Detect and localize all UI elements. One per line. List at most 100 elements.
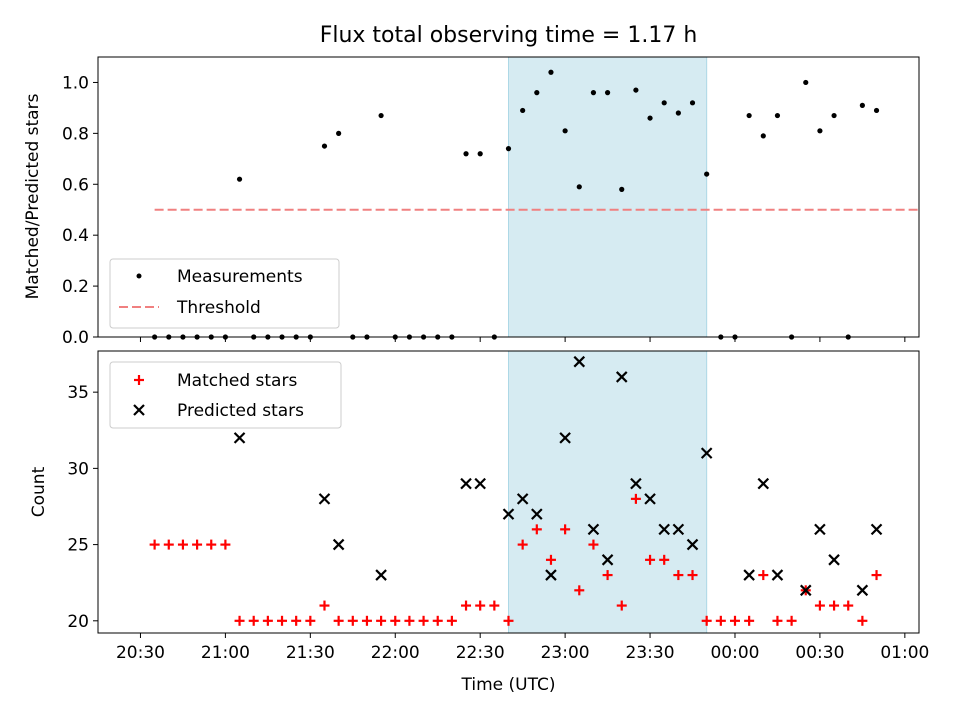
matched-star-point (220, 539, 231, 550)
measurement-point (633, 87, 639, 93)
predicted-star-point (615, 371, 628, 383)
top-y-axis-label: Matched/Predicted stars (23, 93, 43, 299)
matched-star-point (772, 615, 783, 626)
matched-star-point (517, 539, 528, 550)
top-y-tick-label: 0.0 (62, 328, 89, 348)
legend-marker-measurements (136, 273, 142, 279)
matched-star-point (843, 600, 854, 611)
matched-star-point (503, 615, 514, 626)
matched-star-point (729, 615, 740, 626)
measurement-point (704, 171, 710, 177)
matched-star-point (376, 615, 387, 626)
matched-star-point (489, 600, 500, 611)
measurement-point (336, 130, 342, 136)
x-tick-label: 22:00 (371, 643, 420, 663)
legend-label-predicted: Predicted stars (177, 401, 304, 421)
predicted-star-point (601, 554, 614, 566)
measurement-point (548, 69, 554, 75)
matched-star-point (630, 493, 641, 504)
predicted-star-point (700, 447, 713, 459)
measurement-point (321, 143, 328, 149)
measurement-point (873, 107, 880, 114)
measurement-point (831, 112, 837, 119)
top-y-tick-label: 1.0 (62, 73, 89, 93)
count-panel: Count Time (UTC) 20 25 30 35 20:30 21:00 21:3… (29, 350, 929, 695)
predicted-star-point (375, 569, 387, 581)
predicted-star-point (233, 432, 246, 444)
matched-star-point (659, 554, 670, 565)
predicted-star-point (318, 493, 331, 505)
shaded-span-top (508, 56, 708, 338)
legend-marker-matched (134, 375, 144, 385)
x-tick-label: 20:30 (116, 643, 165, 663)
matched-star-point (602, 570, 613, 581)
predicted-star-point (630, 477, 642, 490)
top-y-tick-label: 0.4 (62, 226, 89, 246)
predicted-star-point (587, 523, 600, 536)
x-tick-label: 21:00 (201, 643, 250, 663)
matched-star-point (616, 600, 627, 611)
matched-star-point (673, 570, 684, 581)
matched-star-point (701, 615, 712, 626)
top-y-tick-label: 0.8 (62, 124, 89, 144)
matched-star-point (531, 524, 542, 535)
predicted-star-point (516, 493, 529, 505)
measurement-point (477, 151, 483, 157)
measurement-point (463, 151, 469, 157)
predicted-star-point (502, 508, 515, 520)
ratio-panel: Flux total observing time = 1.17 h Match… (23, 23, 920, 348)
bottom-legend-box (109, 361, 342, 429)
matched-star-point (234, 615, 245, 626)
matched-star-point (475, 600, 486, 611)
matched-star-point (262, 615, 273, 626)
matched-star-point (829, 600, 840, 611)
matched-star-point (560, 524, 571, 535)
matched-star-point (857, 615, 868, 626)
predicted-star-point (644, 493, 656, 505)
predicted-star-point (757, 477, 770, 490)
measurement-point (619, 186, 625, 192)
bottom-y-tick-label: 35 (67, 383, 89, 403)
x-tick-label: 01:00 (880, 643, 929, 663)
matched-star-point (248, 615, 259, 626)
matched-star-point (744, 615, 755, 626)
predicted-star-point (799, 584, 812, 597)
matched-star-point (545, 554, 556, 565)
top-y-tick-label: 0.2 (62, 277, 89, 297)
matched-star-point (588, 539, 599, 550)
matched-star-point (177, 539, 188, 550)
measurement-point (675, 110, 681, 116)
matched-star-point (333, 615, 344, 626)
predicted-star-point (559, 432, 571, 444)
predicted-star-point (332, 538, 345, 551)
top-y-tick-label: 0.6 (62, 175, 89, 195)
matched-star-point (404, 615, 415, 626)
legend-marker-predicted (133, 404, 145, 416)
matched-star-point (645, 554, 656, 565)
predicted-star-point (828, 554, 840, 566)
matched-star-point (291, 615, 302, 626)
measurement-point (859, 102, 865, 108)
matched-star-point (432, 615, 443, 626)
legend-label-measurements: Measurements (177, 267, 303, 287)
chart-title: Flux total observing time = 1.17 h (320, 23, 698, 48)
top-legend: Measurements Threshold (109, 258, 340, 329)
shaded-span-bottom (508, 350, 708, 634)
matched-star-point (361, 615, 372, 626)
measurement-point (505, 146, 512, 152)
measurement-point (590, 90, 597, 96)
predicted-star-point (545, 569, 557, 581)
legend-label-threshold: Threshold (176, 298, 261, 318)
x-tick-label: 00:30 (795, 643, 844, 663)
measurement-point (562, 128, 568, 134)
matched-star-point (192, 539, 203, 550)
matched-star-point (418, 615, 429, 626)
measurement-point (774, 112, 781, 119)
predicted-star-point (870, 523, 883, 536)
predicted-star-point (531, 508, 543, 520)
matched-star-point (871, 570, 882, 581)
matched-star-point (277, 615, 288, 626)
matched-star-point (319, 600, 330, 611)
